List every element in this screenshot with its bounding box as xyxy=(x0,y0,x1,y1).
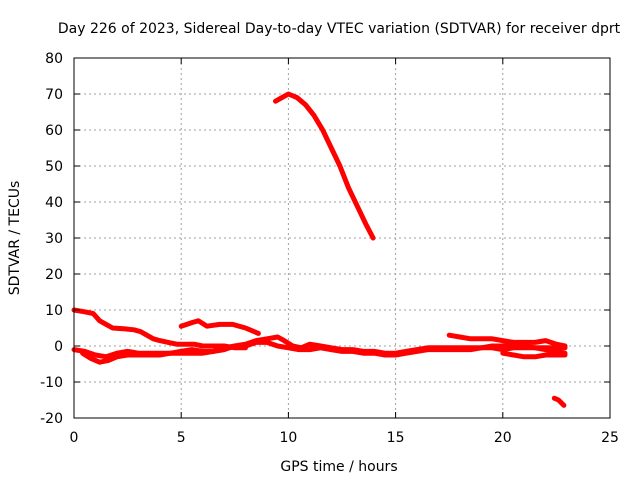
y-tick-label: 70 xyxy=(45,87,63,103)
y-tick-label: 20 xyxy=(45,267,63,283)
chart-title: Day 226 of 2023, Sidereal Day-to-day VTE… xyxy=(58,21,621,37)
x-tick-label: 20 xyxy=(494,430,512,446)
data-series xyxy=(71,91,568,408)
x-tick-label: 10 xyxy=(279,430,297,446)
series-arc-late-3 xyxy=(446,332,568,349)
y-tick-label: 50 xyxy=(45,159,63,175)
y-tick-label: 80 xyxy=(45,51,63,67)
y-tick-label: -20 xyxy=(40,411,63,427)
x-tick-label: 5 xyxy=(177,430,186,446)
series-arc-start-10 xyxy=(71,307,248,351)
y-axis-label: SDTVAR / TECUs xyxy=(7,181,23,296)
x-tick-label: 15 xyxy=(387,430,405,446)
x-axis-label: GPS time / hours xyxy=(280,459,397,475)
series-arc-tail-neg xyxy=(551,395,567,408)
series-arc-mid-5 xyxy=(178,318,261,336)
y-tick-label: -10 xyxy=(40,375,63,391)
y-tick-label: 60 xyxy=(45,123,63,139)
y-tick-label: 40 xyxy=(45,195,63,211)
series-arc-late-low xyxy=(500,350,568,360)
y-tick-label: 30 xyxy=(45,231,63,247)
y-tick-label: 0 xyxy=(54,339,63,355)
x-tick-label: 25 xyxy=(601,430,619,446)
y-tick-label: 10 xyxy=(45,303,63,319)
series-arc-base-2 xyxy=(80,339,568,365)
axis-ticks: 0 5 10 15 20 25 -20 -10 0 10 20 30 40 50 60 70 80 xyxy=(40,51,619,446)
x-tick-label: 0 xyxy=(70,430,79,446)
series-arc-high xyxy=(273,91,376,241)
